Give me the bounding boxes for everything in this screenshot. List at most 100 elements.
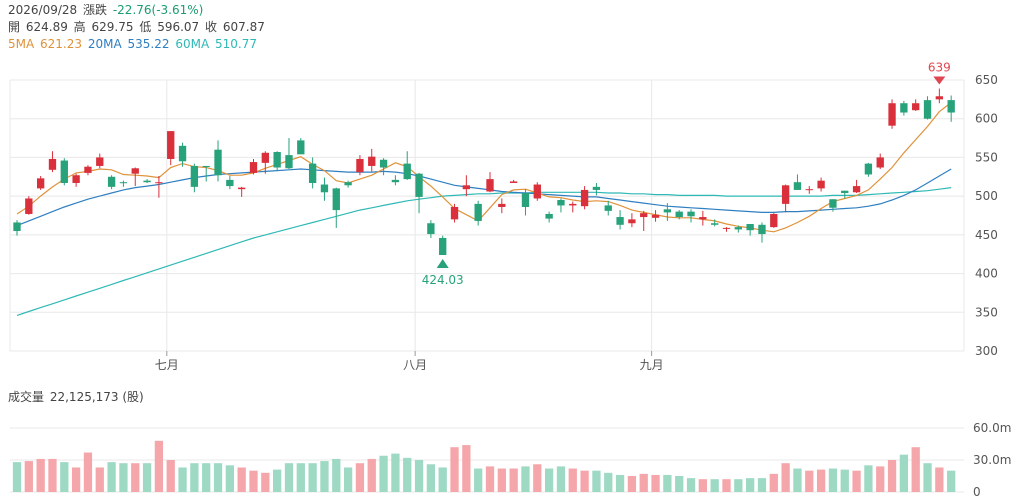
volume-bar [887,460,897,492]
candle-body [60,160,68,183]
candle-body [72,175,80,183]
candle-body [923,100,932,119]
volume-bar [166,460,175,492]
x-tick-label: 七月 [155,358,179,372]
low-marker-label: 424.03 [422,273,464,287]
ma20-line [16,168,952,227]
y-tick-label: 300 [975,344,998,358]
volume-bar [426,464,436,492]
candle-body [841,190,849,194]
volume-bar [355,463,365,492]
volume-bar [403,457,412,492]
volume-bar [190,463,199,492]
candle-body [285,155,293,169]
candle-body [249,162,258,173]
candle-body [781,185,790,204]
volume-bar [686,478,696,492]
volume-bar [556,466,566,492]
candle-body [592,186,601,190]
volume-bar [497,468,506,492]
ohlc-row: 開 624.89 高 629.75 低 596.07 收 607.87 [8,19,267,36]
volume-bar [379,455,388,492]
volume-bar [852,470,861,492]
x-tick-label: 八月 [403,358,427,372]
candle-body [829,199,837,208]
candle-body [356,158,364,173]
candle-body [699,217,707,220]
candle-body [545,213,553,219]
candle-body [557,200,565,206]
candle-body [261,152,269,163]
volume-bar [651,474,660,492]
volume-tick-label: 60.0m [973,421,1011,435]
volume-bar [746,478,755,492]
volume-bar [663,474,672,492]
candle-body [640,213,648,218]
volume-bar [462,445,471,492]
candle-body [308,163,317,183]
low-value: 596.07 [157,20,200,34]
candle-body [580,189,589,207]
ma5-label: 5MA [8,37,35,51]
volume-bar [698,479,707,492]
volume-bar [627,476,637,492]
volume-bar [509,468,518,492]
volume-value: 22,125,173 (股) [49,390,144,404]
volume-bar [261,472,270,492]
volume-bar [781,463,790,492]
candle-body [415,173,423,197]
volume-bar [485,466,495,492]
candle-body [711,223,719,225]
candle-body [758,224,766,235]
volume-bar [24,461,33,492]
volume-bar [840,469,849,492]
volume-bar [48,458,57,492]
candle-body [297,140,305,155]
volume-bar [367,458,376,492]
change-value: -22.76(-3.61%) [112,3,204,17]
volume-bar [60,462,69,492]
volume-bar [107,462,116,492]
candle-body [912,103,920,111]
candle-body [651,214,660,218]
volume-bar [225,465,234,492]
volume-bar [935,467,944,492]
volume-bar [12,462,22,492]
volume-bar [864,465,873,492]
candle-body [533,184,541,199]
volume-bar [119,463,128,492]
candle-body [391,179,400,183]
low-label: 低 [139,20,152,34]
candle-body [616,217,624,225]
quote-row: 2026/09/28 漲跌 -22.76(-3.61%) [8,2,205,19]
candle-body [900,103,908,113]
candle-body [687,211,695,217]
volume-bar [805,470,814,492]
volume-bar [604,472,613,492]
candle-body [462,185,471,190]
volume-bar [533,464,542,492]
candle-body [273,152,281,168]
candle-body [935,96,944,100]
volume-bar [320,461,329,492]
candle-body [131,168,139,174]
volume-bar [615,474,625,492]
ma5-value: 621.23 [40,37,83,51]
volume-bar [332,458,341,492]
volume-bar [308,463,317,492]
candle-body [167,131,175,159]
candle-body [450,206,459,220]
candle-body [403,163,411,180]
volume-bar [202,463,211,492]
candle-body [521,193,530,207]
volume-bar [213,463,223,492]
candle-body [439,237,447,255]
high-marker-arrow [933,76,946,85]
ma20-value: 535.22 [127,37,170,51]
volume-bar [71,467,81,492]
candle-body [238,187,246,190]
candle-body [486,179,494,192]
candle-body [509,181,518,183]
high-marker-label: 639 [928,61,951,75]
